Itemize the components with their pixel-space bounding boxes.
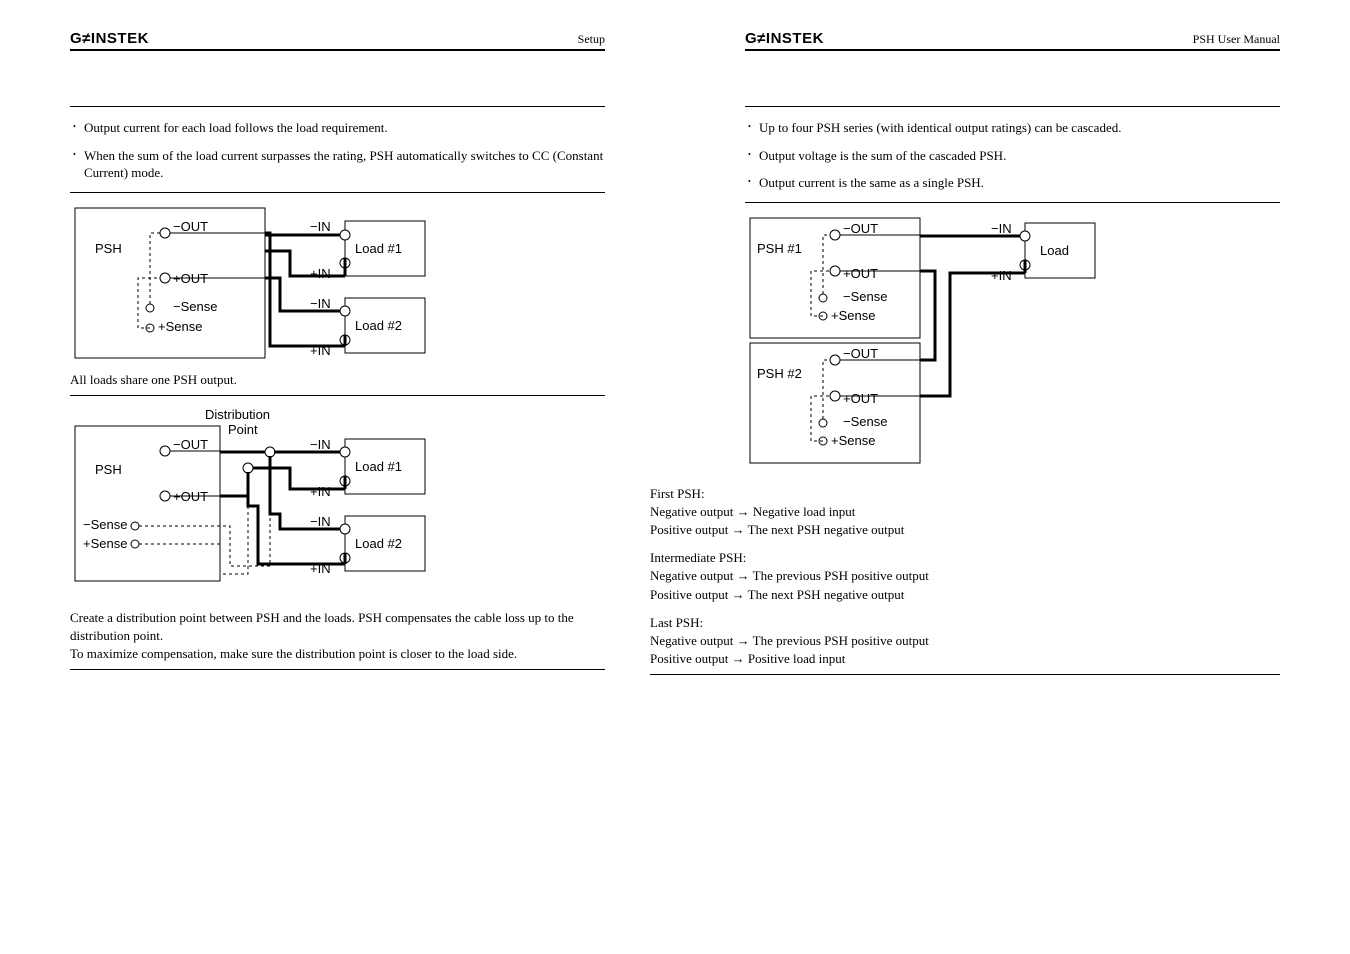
header-title: Setup [578,32,605,47]
svg-text:Load #2: Load #2 [355,536,402,551]
desc-line: Negative output → Negative load input [650,503,1280,521]
svg-text:−OUT: −OUT [173,219,208,234]
divider [70,395,605,396]
svg-text:−OUT: −OUT [843,221,878,236]
series-description: First PSH: Negative output → Negative lo… [650,485,1280,669]
svg-text:Point: Point [228,422,258,437]
right-page: G≠INSTEK PSH User Manual Up to four PSH … [675,0,1350,954]
diagram-series-connection: PSH #1 −OUT +OUT −Sense +Sense PSH #2 [745,213,1280,473]
svg-text:PSH #1: PSH #1 [757,241,802,256]
note-item: Output current is the same as a single P… [759,174,1280,192]
svg-text:−IN: −IN [310,514,331,529]
svg-text:+IN: +IN [310,561,331,576]
divider [745,106,1280,107]
divider [70,669,605,670]
svg-text:+OUT: +OUT [843,266,878,281]
divider [650,674,1280,675]
svg-text:PSH: PSH [95,462,122,477]
svg-text:−IN: −IN [991,221,1012,236]
svg-text:−OUT: −OUT [843,346,878,361]
page-header: G≠INSTEK PSH User Manual [745,30,1280,51]
svg-text:+IN: +IN [991,268,1012,283]
svg-text:−IN: −IN [310,437,331,452]
desc-heading: Intermediate PSH: [650,549,1280,567]
notes-list: Output current for each load follows the… [70,119,605,182]
svg-text:Load #1: Load #1 [355,459,402,474]
divider [70,192,605,193]
svg-text:+OUT: +OUT [843,391,878,406]
svg-text:Load #1: Load #1 [355,241,402,256]
note-item: Output current for each load follows the… [84,119,605,137]
diagram-caption: Create a distribution point between PSH … [70,609,605,664]
notes-list: Up to four PSH series (with identical ou… [745,119,1280,192]
svg-text:PSH: PSH [95,241,122,256]
svg-text:+Sense: +Sense [83,536,127,551]
svg-text:+IN: +IN [310,266,331,281]
desc-heading: First PSH: [650,485,1280,503]
note-item: Output voltage is the sum of the cascade… [759,147,1280,165]
svg-text:−IN: −IN [310,296,331,311]
svg-text:+Sense: +Sense [831,308,875,323]
svg-text:+Sense: +Sense [831,433,875,448]
svg-text:−IN: −IN [310,219,331,234]
header-title: PSH User Manual [1193,32,1280,47]
svg-text:Load #2: Load #2 [355,318,402,333]
desc-line: Negative output → The previous PSH posit… [650,567,1280,585]
svg-text:PSH #2: PSH #2 [757,366,802,381]
svg-text:+IN: +IN [310,343,331,358]
diagram-multiload-local-sense: PSH −OUT +OUT −Sense +Sense [70,203,605,363]
svg-text:−Sense: −Sense [843,414,887,429]
desc-line: Positive output → The next PSH negative … [650,521,1280,539]
svg-text:+Sense: +Sense [158,319,202,334]
desc-line: Positive output → The next PSH negative … [650,586,1280,604]
svg-text:−Sense: −Sense [83,517,127,532]
note-item: When the sum of the load current surpass… [84,147,605,182]
brand-logo: G≠INSTEK [70,30,149,47]
diagram-multiload-remote-sense: Distribution Point PSH −OUT +OUT −Sense … [70,406,605,601]
desc-line: Positive output → Positive load input [650,650,1280,668]
brand-logo: G≠INSTEK [745,30,824,47]
svg-text:+IN: +IN [310,484,331,499]
svg-text:−Sense: −Sense [173,299,217,314]
page-header: G≠INSTEK Setup [70,30,605,51]
divider [70,106,605,107]
desc-heading: Last PSH: [650,614,1280,632]
desc-line: Negative output → The previous PSH posit… [650,632,1280,650]
svg-text:Load: Load [1040,243,1069,258]
svg-text:−OUT: −OUT [173,437,208,452]
left-page: G≠INSTEK Setup Output current for each l… [0,0,675,954]
svg-text:−Sense: −Sense [843,289,887,304]
diagram-caption: All loads share one PSH output. [70,371,605,389]
note-item: Up to four PSH series (with identical ou… [759,119,1280,137]
svg-text:Distribution: Distribution [205,407,270,422]
divider [745,202,1280,203]
